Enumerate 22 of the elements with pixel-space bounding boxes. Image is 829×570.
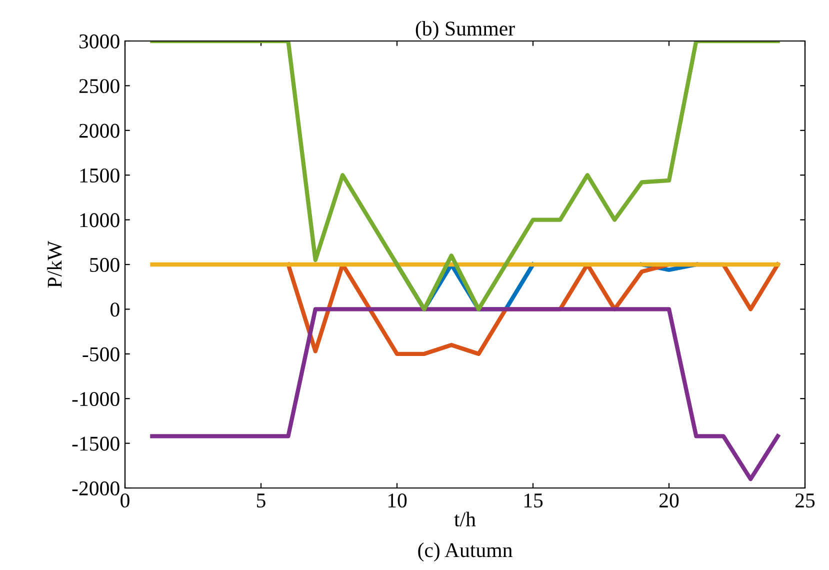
y-tick-label: 0 [110,302,120,317]
line-series [150,41,780,312]
y-tick-label: -1000 [72,392,120,406]
y-tick-label: 1500 [80,168,120,183]
y-tick-label: 2000 [79,124,120,138]
x-tick-label: 15 [524,494,543,508]
text: (c) Autumn [418,542,512,562]
y-tick-label: -500 [82,347,120,362]
y-tick-label: -2000 [72,481,120,496]
y-tick-label: 2500 [79,79,120,94]
x-tick-label: 0 [120,493,130,508]
chart-title: (b) Summer [416,20,515,40]
y-axis-title: P/kW [47,240,62,288]
y-tick-label: 3000 [79,34,120,48]
y-tick-label: -1500 [72,436,120,451]
x-tick-label: 10 [388,493,407,508]
x-axis-title: t/h [454,512,476,526]
x-tick-label: 5 [257,494,266,508]
y-tick-label: 1000 [80,213,120,228]
y-tick-label: 500 [90,258,120,272]
x-tick-label: 25 [796,494,815,508]
x-tick-label: 20 [660,493,679,508]
